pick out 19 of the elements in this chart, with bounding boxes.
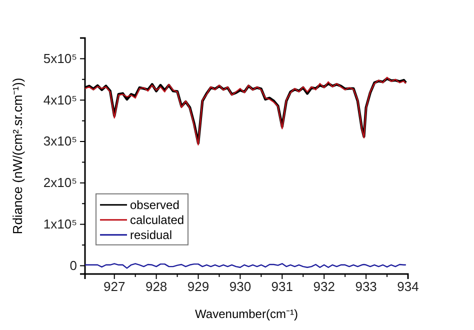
x-tick-label: 928 bbox=[145, 279, 168, 294]
x-tick-label: 931 bbox=[271, 279, 294, 294]
x-tick-label: 932 bbox=[313, 279, 335, 294]
x-tick-label: 930 bbox=[229, 279, 252, 294]
y-tick-label: 5x10⁵ bbox=[43, 50, 77, 66]
x-tick-label: 927 bbox=[104, 279, 126, 294]
y-tick-label: 3x10⁵ bbox=[43, 134, 77, 149]
legend-label: calculated bbox=[130, 212, 184, 227]
legend-label: residual bbox=[130, 228, 172, 242]
y-tick-label: 2x10⁵ bbox=[43, 175, 77, 190]
x-tick-label: 929 bbox=[187, 279, 210, 294]
y-tick-label: 1x10⁵ bbox=[43, 216, 77, 232]
x-axis-title: Wavenumber(cm⁻¹) bbox=[195, 307, 298, 321]
y-tick-label: 0 bbox=[70, 258, 77, 273]
x-tick-label: 933 bbox=[355, 279, 377, 294]
y-tick-label: 4x10⁵ bbox=[43, 92, 77, 108]
y-axis-title: Rdiance (nW/(cm².sr.cm⁻¹)) bbox=[10, 78, 25, 234]
x-tick-label: 934 bbox=[397, 279, 419, 294]
legend-label: observed bbox=[130, 198, 180, 212]
